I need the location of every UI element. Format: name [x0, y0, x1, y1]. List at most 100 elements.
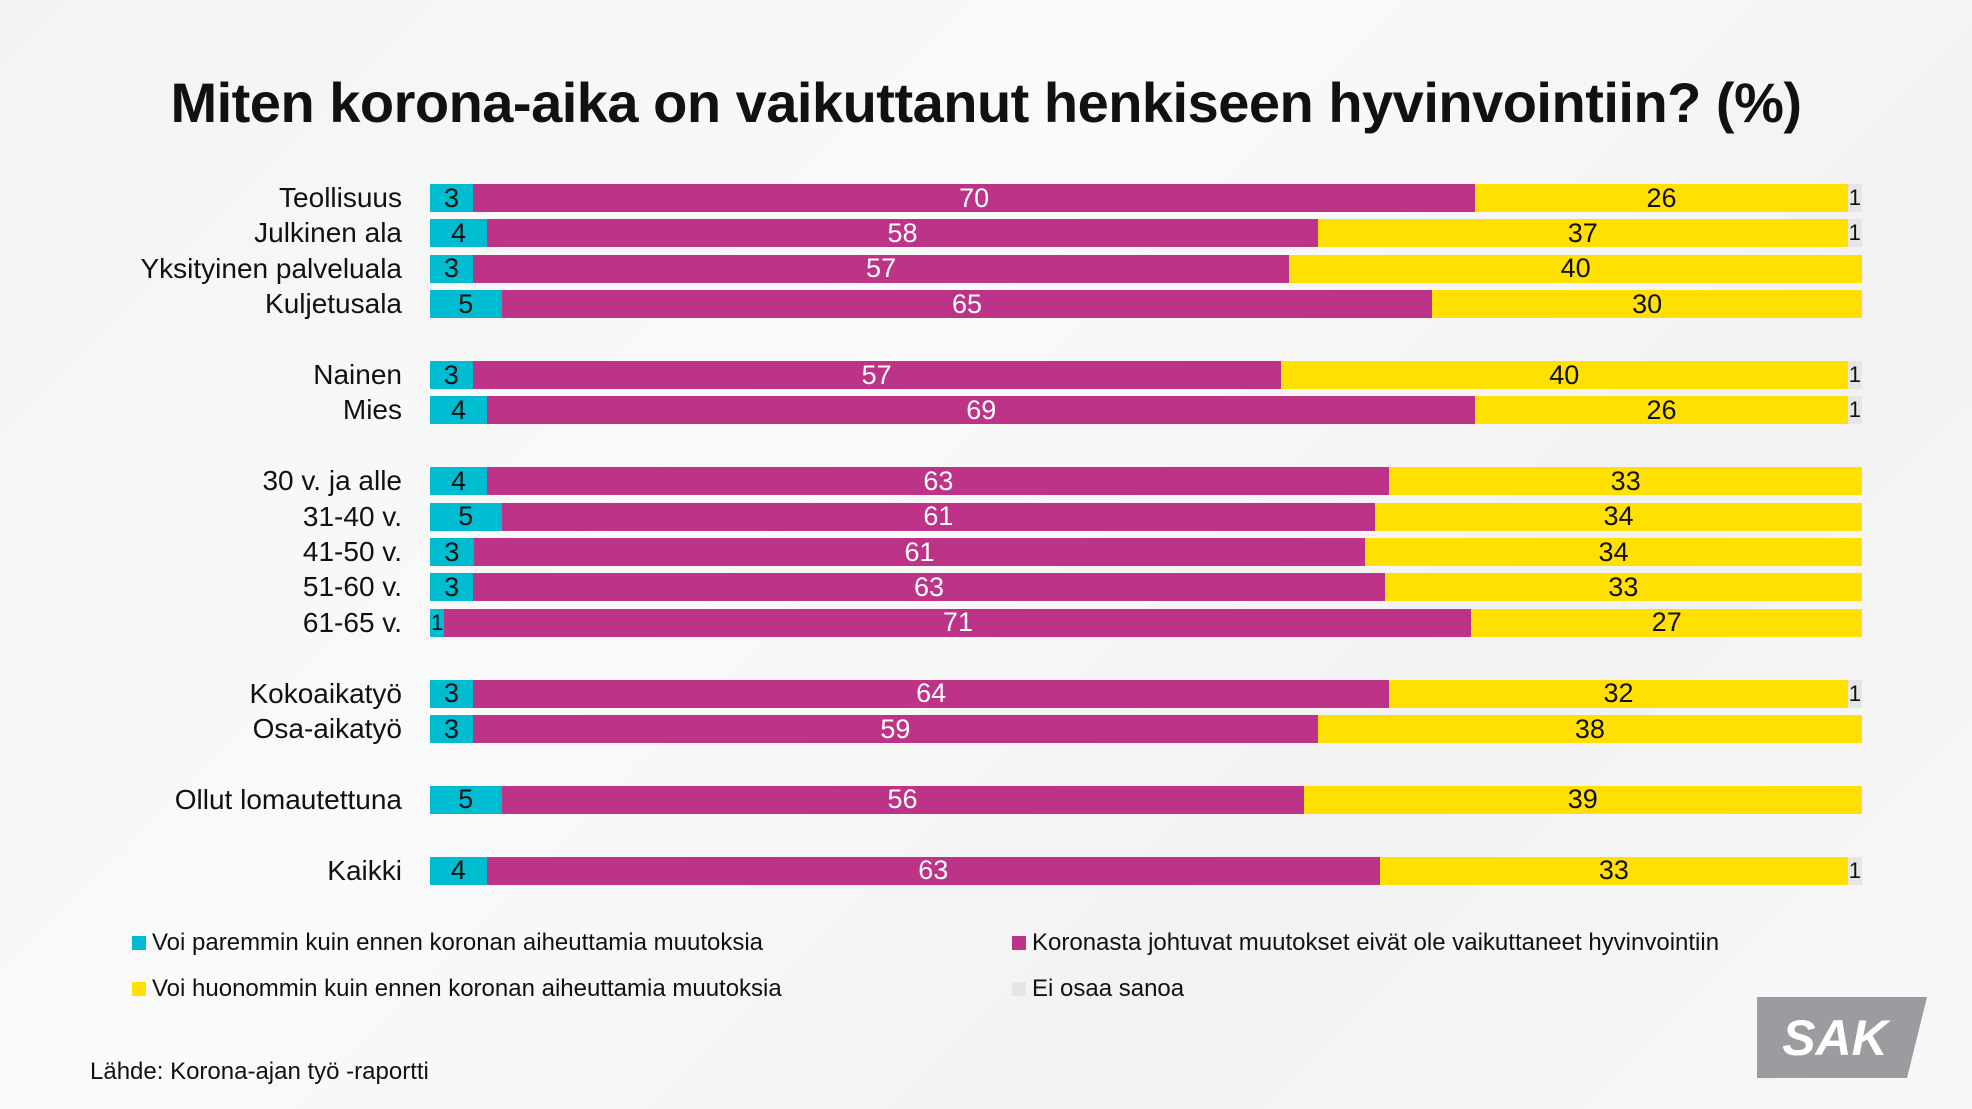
- bar-segment: 3: [430, 571, 474, 602]
- data-label: 4: [451, 217, 467, 248]
- data-label: 38: [1574, 713, 1605, 744]
- bar-segment: 33: [1384, 571, 1862, 602]
- data-label: 27: [1651, 607, 1682, 638]
- data-label: 1: [1848, 220, 1861, 246]
- category-label: 30 v. ja alle: [262, 465, 402, 497]
- category-label: Teollisuus: [279, 182, 402, 213]
- legend-item: Koronasta johtuvat muutokset eivät ole v…: [1012, 929, 1719, 957]
- data-label: 61: [923, 501, 954, 532]
- data-label: 1: [1848, 857, 1861, 883]
- legend-swatch: [1012, 936, 1026, 950]
- category-label: Kuljetusala: [265, 288, 402, 320]
- data-label: 4: [451, 394, 467, 425]
- bar-row: 5 61 34: [430, 501, 1862, 532]
- bar-segment: 3: [430, 253, 473, 284]
- data-label: 32: [1603, 678, 1634, 709]
- category-label: Ollut lomautettuna: [174, 783, 402, 815]
- category-label: Julkinen ala: [254, 217, 402, 249]
- bar-segment: 61: [473, 536, 1366, 567]
- legend-label: Ei osaa sanoa: [1032, 975, 1185, 1002]
- bar-segment: 33: [1379, 855, 1848, 886]
- category-label: 51-60 v.: [302, 571, 402, 603]
- bar-segment: 5: [430, 784, 502, 814]
- bar-row: 1 71 27: [430, 607, 1862, 638]
- data-label: 1: [1848, 362, 1862, 387]
- category-label: Osa-aikatyö: [252, 713, 402, 744]
- bar-segment: 58: [487, 217, 1318, 248]
- bar-row: 4 69 26 1: [430, 394, 1862, 425]
- bar-segment: 26: [1475, 183, 1848, 213]
- data-label: 3: [443, 359, 459, 390]
- bar-segment: 57: [472, 253, 1290, 284]
- bar-segment: 64: [472, 678, 1390, 709]
- legend-item: Ei osaa sanoa: [1012, 975, 1184, 1003]
- bar-row: 5 65 30: [430, 288, 1862, 319]
- data-label: 1: [1848, 185, 1861, 210]
- bar-segment: 32: [1389, 678, 1848, 709]
- bar-row: 3 59 38: [430, 713, 1862, 744]
- bar-segment: 4: [430, 465, 488, 496]
- bar-segment: 30: [1432, 289, 1862, 319]
- bar-segment: 63: [486, 855, 1380, 886]
- data-label: 64: [916, 678, 947, 709]
- bar-segment: 37: [1317, 218, 1848, 248]
- bar-segment: 56: [501, 784, 1304, 814]
- category-label: 41-50 v.: [302, 536, 402, 567]
- bar-segment: 26: [1475, 395, 1848, 425]
- data-label: 63: [914, 571, 945, 602]
- data-label: 33: [1608, 571, 1639, 602]
- sak-logo: SAK: [1757, 997, 1927, 1078]
- data-label: 5: [458, 288, 474, 319]
- category-label: Yksityinen palveluala: [140, 252, 403, 284]
- bar-segment: 61: [501, 501, 1376, 532]
- data-label: 5: [458, 501, 474, 532]
- bar-segment: 59: [472, 713, 1318, 744]
- data-label: 3: [444, 571, 460, 602]
- bar-segment: 1: [1847, 184, 1862, 212]
- bar-row: 3 64 32 1: [430, 678, 1862, 709]
- data-label: 57: [866, 253, 897, 284]
- legend-item: Voi paremmin kuin ennen koronan aiheutta…: [132, 929, 763, 957]
- bar-row: 3 57 40 1: [430, 359, 1862, 390]
- data-label: 3: [443, 253, 459, 284]
- bar-segment: 4: [430, 394, 488, 425]
- data-label: 58: [887, 217, 918, 248]
- data-label: 3: [444, 536, 460, 567]
- category-label: 61-65 v.: [302, 606, 402, 638]
- data-label: 4: [451, 465, 467, 496]
- bar-segment: 5: [430, 288, 502, 319]
- legend-label: Voi paremmin kuin ennen koronan aiheutta…: [152, 929, 764, 956]
- category-label: Nainen: [313, 359, 402, 390]
- bar-row: 3 63 33: [430, 571, 1862, 602]
- category-label: Kaikki: [327, 854, 402, 886]
- data-label: 33: [1598, 855, 1629, 886]
- data-label: 61: [904, 536, 935, 567]
- data-label: 33: [1610, 465, 1641, 496]
- data-label: 34: [1603, 501, 1634, 532]
- data-label: 3: [443, 713, 459, 744]
- category-label: Mies: [342, 394, 402, 426]
- bar-segment: 69: [487, 395, 1476, 425]
- data-label: 40: [1560, 253, 1591, 284]
- bar-segment: 39: [1303, 784, 1862, 814]
- category-label: 31-40 v.: [302, 500, 402, 532]
- data-label: 1: [431, 609, 444, 635]
- bar-segment: 70: [472, 183, 1476, 213]
- source-note: Lähde: Korona-ajan työ -raportti: [90, 1058, 429, 1085]
- bar-segment: 1: [1847, 219, 1862, 248]
- data-label: 3: [443, 182, 459, 213]
- data-label: 63: [918, 855, 949, 886]
- bar-segment: 4: [430, 217, 488, 248]
- data-label: 59: [880, 713, 911, 744]
- bar-segment: 5: [430, 501, 502, 532]
- bar-segment: 1: [1847, 361, 1862, 389]
- bar-segment: 65: [501, 289, 1433, 319]
- data-label: 1: [1848, 680, 1861, 706]
- bar-segment: 4: [430, 855, 487, 885]
- bar-row: 3 57 40: [430, 253, 1862, 284]
- legend-swatch: [1012, 982, 1026, 996]
- bar-segment: 63: [487, 466, 1390, 496]
- bar-segment: 34: [1365, 537, 1862, 567]
- bar-segment: 3: [430, 678, 473, 708]
- bar-row: 3 70 26 1: [430, 182, 1862, 213]
